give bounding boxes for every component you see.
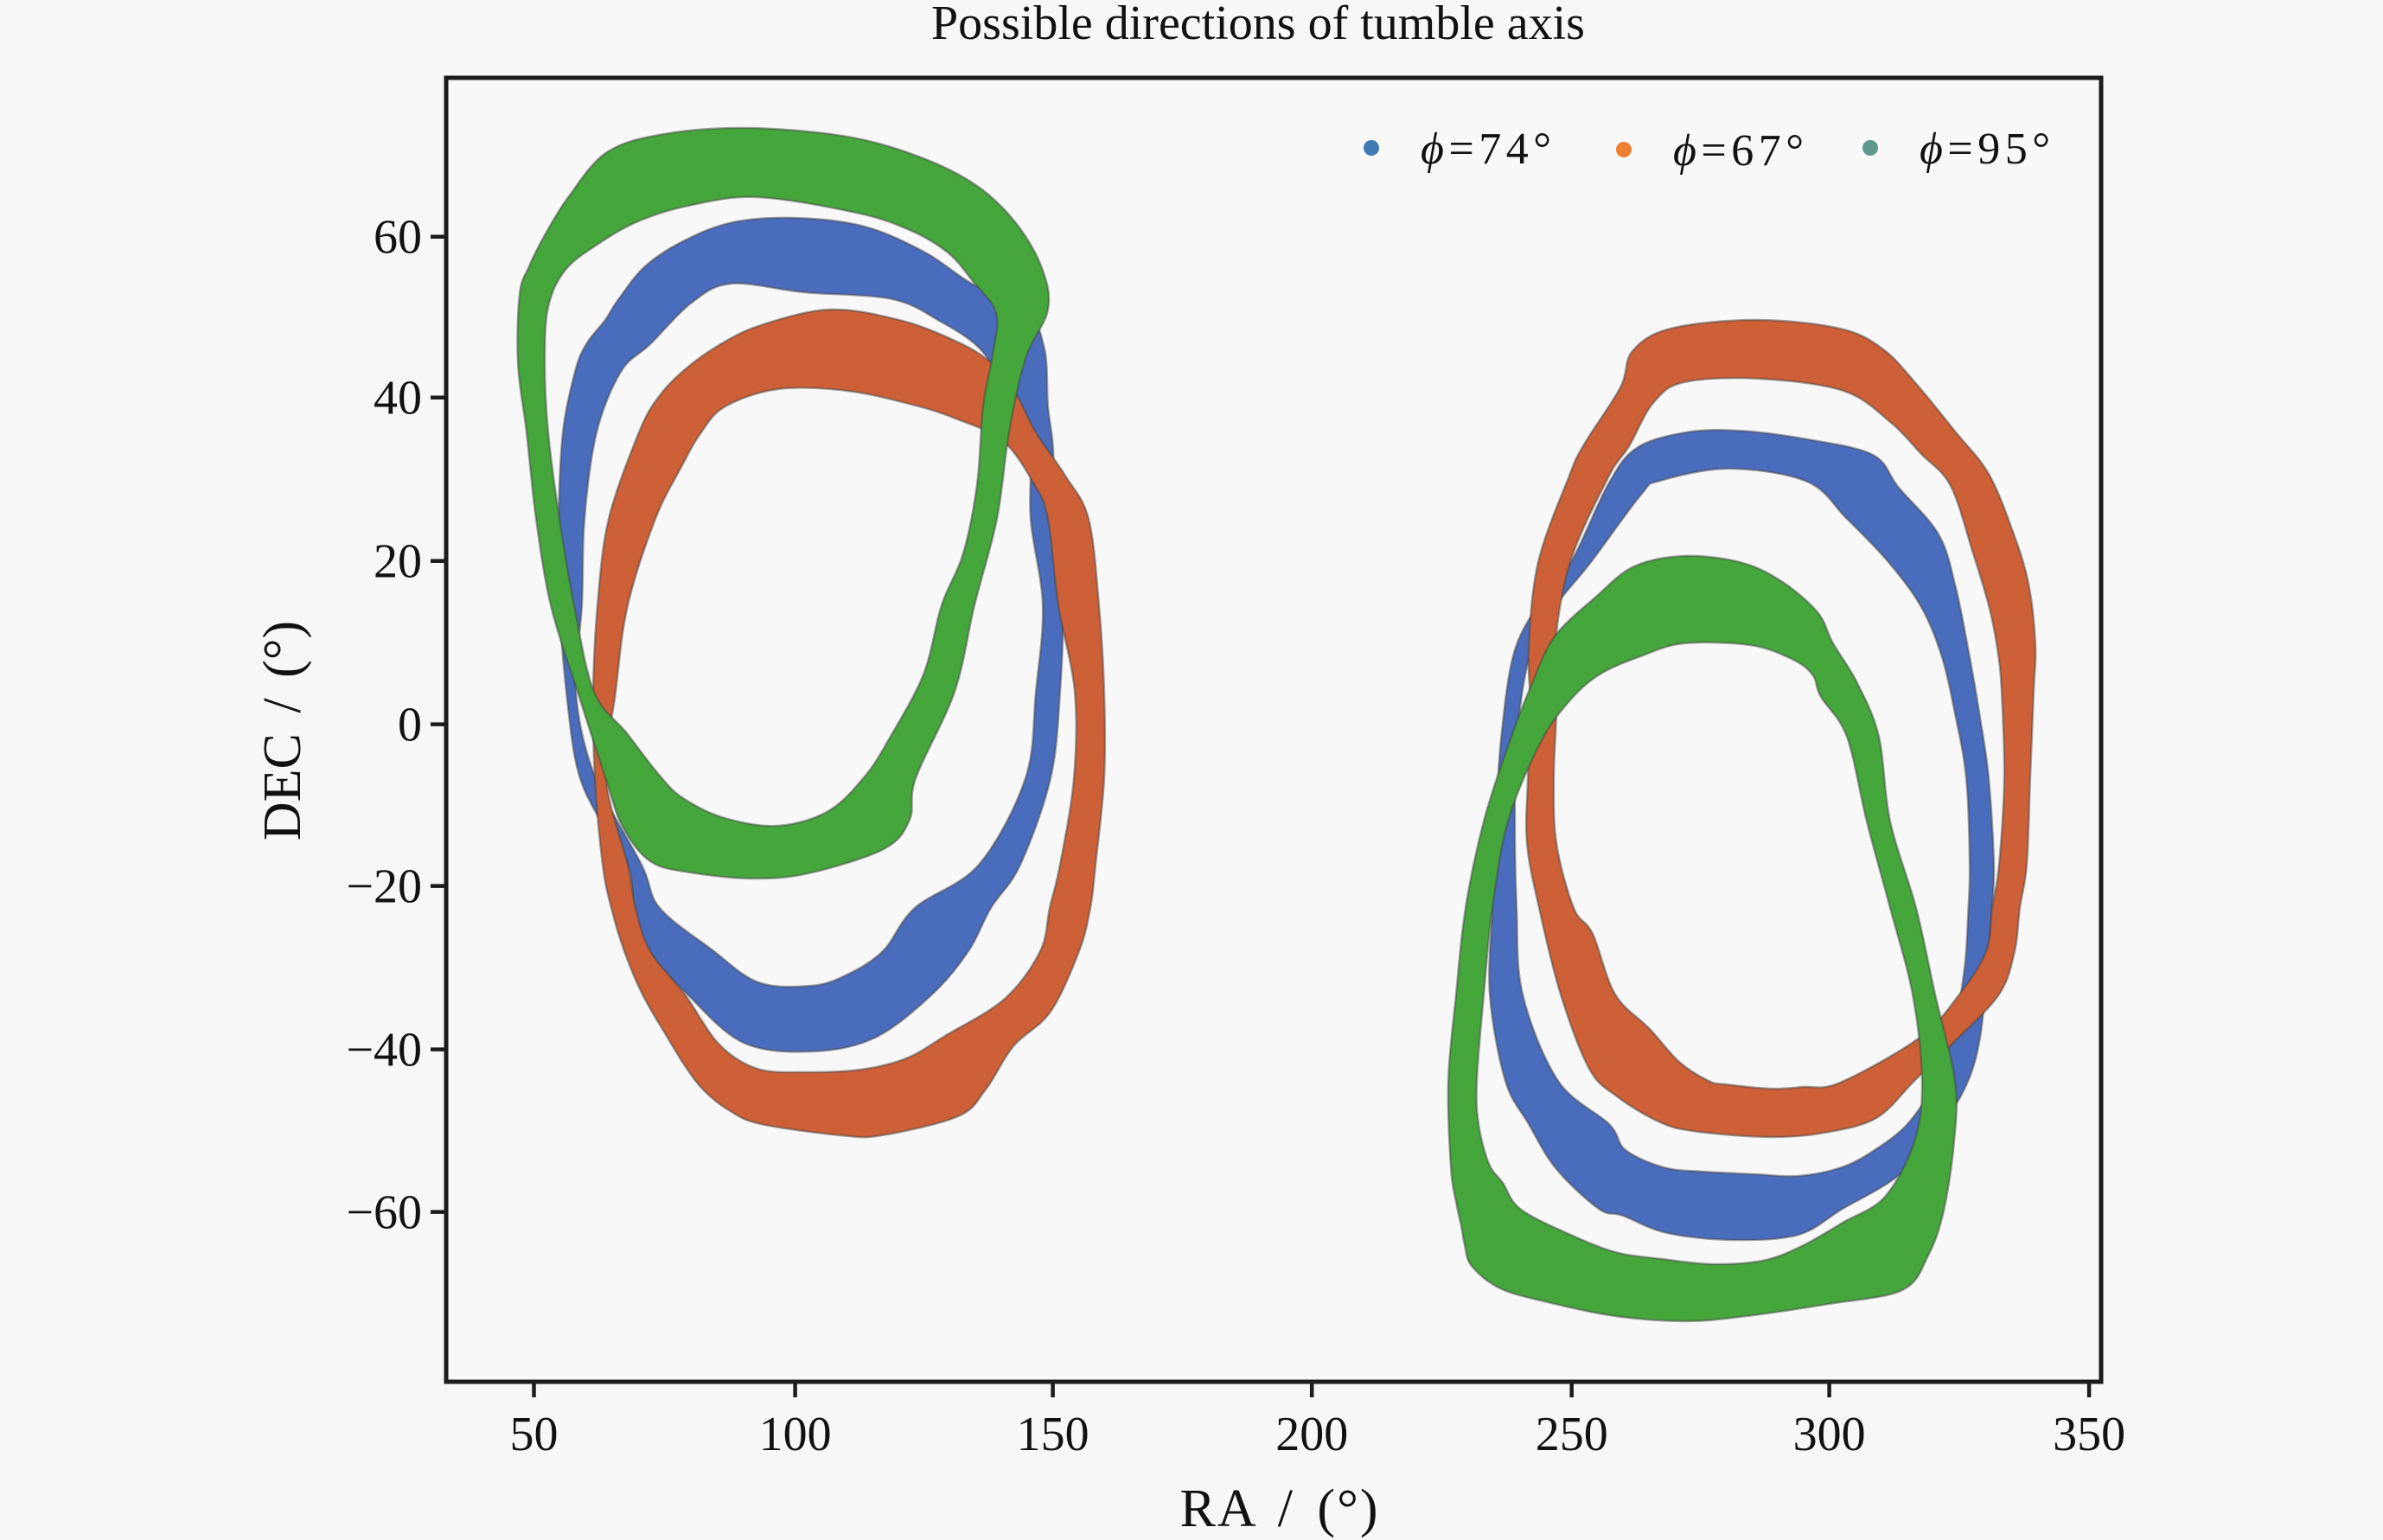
svg-text:ϕ=67°: ϕ=67° [1673, 126, 1809, 176]
svg-text:60: 60 [374, 211, 422, 265]
svg-text:ϕ=74°: ϕ=74° [1421, 125, 1556, 174]
svg-text:RA / (°): RA / (°) [1179, 1479, 1379, 1538]
svg-text:−60: −60 [346, 1186, 422, 1240]
svg-text:100: 100 [759, 1408, 832, 1461]
svg-text:−40: −40 [346, 1024, 422, 1077]
svg-text:40: 40 [374, 372, 422, 425]
svg-text:250: 250 [1536, 1408, 1608, 1461]
svg-text:0: 0 [398, 699, 422, 752]
svg-text:200: 200 [1275, 1408, 1348, 1461]
svg-text:300: 300 [1793, 1408, 1866, 1461]
svg-text:−20: −20 [346, 860, 422, 914]
svg-text:350: 350 [2053, 1408, 2125, 1461]
svg-text:ϕ=95°: ϕ=95° [1920, 125, 2055, 174]
svg-text:50: 50 [510, 1408, 559, 1461]
svg-text:150: 150 [1017, 1408, 1089, 1461]
svg-text:DEC / (°): DEC / (°) [253, 621, 312, 840]
svg-text:20: 20 [374, 535, 422, 589]
svg-text:Possible directions of tumble: Possible directions of tumble axis [931, 0, 1585, 50]
